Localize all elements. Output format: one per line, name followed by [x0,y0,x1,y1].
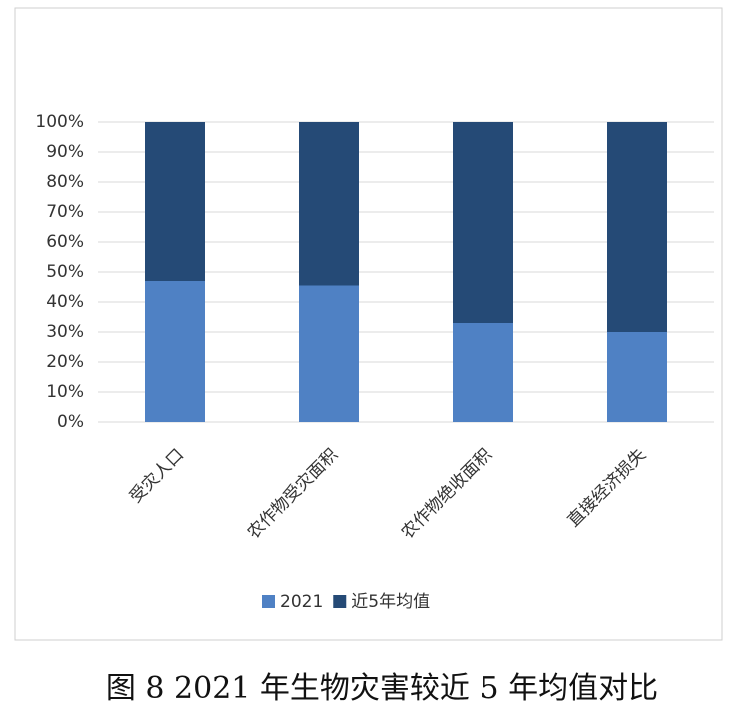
bar-segment [299,122,359,286]
bar-segment [607,332,667,422]
bar-segment [453,122,513,323]
bar-segment [145,281,205,422]
bar-segment [145,122,205,281]
y-tick-label: 80% [46,172,84,192]
y-tick-label: 30% [46,322,84,342]
y-tick-label: 70% [46,202,84,222]
y-tick-label: 10% [46,382,84,402]
legend-swatch [262,595,275,608]
legend-swatch [333,595,347,608]
legend-label: 近5年均值 [351,592,430,612]
caption: 图 8 2021 年生物灾害较近 5 年均值对比 [106,671,658,706]
bar-segment [453,323,513,422]
y-tick-label: 20% [46,352,84,372]
chart-frame [14,7,723,641]
bar-segment [607,122,667,332]
y-tick-label: 40% [46,292,84,312]
y-tick-label: 0% [57,412,84,432]
y-tick-label: 50% [46,262,84,282]
y-tick-label: 100% [35,112,84,132]
bar-segment [299,285,359,422]
y-tick-label: 90% [46,142,84,162]
y-tick-label: 60% [46,232,84,252]
legend-label: 2021 [280,592,323,612]
